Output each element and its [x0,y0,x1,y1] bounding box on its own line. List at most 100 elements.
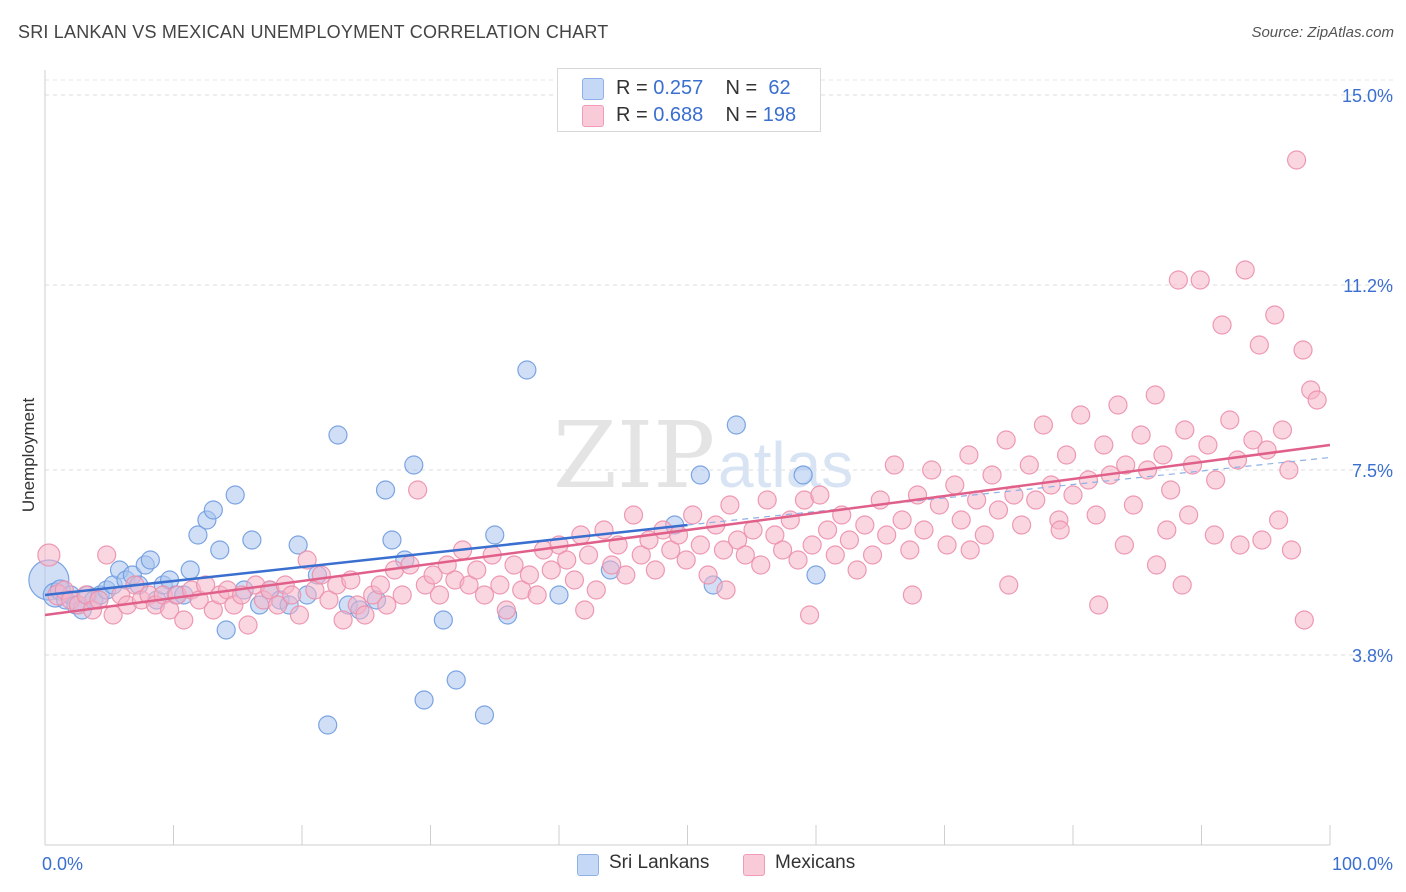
mexican-point [377,595,397,615]
bottom-legend-swatch-sri-lankans [577,854,599,876]
mexican-point [97,545,117,565]
mexican-point [1227,450,1248,470]
mexican-point [1272,420,1293,440]
sri-lankan-point [180,560,200,580]
bottom-legend-label-sri-lankans: Sri Lankans [609,852,710,873]
mexican-point [1026,490,1046,510]
mexican-point [459,575,479,595]
mexican-point [988,500,1009,520]
mexican-point [1252,530,1272,550]
mexican-point [1265,305,1285,325]
mexican-point [504,555,524,575]
mexican-point [1131,425,1151,445]
watermark: ZIP atlas [553,402,853,509]
mexican-point [676,550,696,570]
mexican-point [1204,525,1224,545]
mexican-point [586,580,606,600]
mexican-point [716,580,736,600]
mexican-point [623,505,644,525]
mexican-point [1279,460,1299,480]
sri-lankan-point [203,500,223,520]
mexican-point [1293,340,1313,360]
mexican-point [937,535,957,555]
mexican-point [772,540,793,560]
mexican-point [1243,430,1263,450]
mexican-point [319,590,339,610]
mexican-point [847,560,867,580]
sri-lankan-point [726,415,746,435]
mexican-point [564,570,585,590]
mexican-point [429,585,450,605]
mexican-point [602,555,622,575]
sri-lankan-point [242,530,262,550]
mexican-point [877,525,897,545]
mexican-point [799,605,820,625]
mexican-point [467,560,487,580]
mexican-point [594,520,614,540]
mexican-point [238,615,258,635]
mexican-point [661,540,681,560]
mexican-point [1281,540,1302,560]
legend-swatch-sri-lankans [582,78,604,100]
sri-lankan-point [188,525,208,545]
mexican-point [311,565,331,585]
mexican-point [1230,535,1250,555]
n-value: 62 [762,77,791,99]
mexican-point [960,540,980,560]
mexican-point [333,610,353,630]
mexican-point [735,545,755,565]
mexican-point [1116,455,1136,475]
mexican-point [1071,405,1091,425]
mexican-point [541,560,561,580]
mexican-point [1153,445,1173,465]
mexican-point [996,430,1016,450]
mexican-point [37,543,61,567]
mexican-point [974,525,994,545]
sri-lankan-point [485,525,505,545]
chart-title: SRI LANKAN VS MEXICAN UNEMPLOYMENT CORRE… [18,22,609,42]
mexican-point [668,525,689,545]
sri-lankan-point [225,485,245,505]
mexican-point [527,585,547,605]
mexican-point [1257,440,1277,460]
source-label: Source: ZipAtlas.com [1251,24,1394,41]
sri-lankan-point [433,610,453,630]
r-label: R = [616,104,654,126]
mexicans-trend-line [44,443,1331,617]
sri-lankan-point [216,620,236,640]
sri-lankan-point [328,425,348,445]
sri-lankan-point [806,565,826,585]
y-tick-label: 7.5% [1352,461,1393,481]
sri-lankan-point [793,465,813,485]
sri-lankan-point [382,530,402,550]
mexican-point [728,530,748,550]
mexican-point [1206,470,1226,490]
mexican-point [1033,415,1054,435]
mexican-point [1286,150,1307,170]
mexican-point [355,605,375,625]
mexican-point [1050,520,1070,540]
mexican-point [914,520,934,540]
bottom-legend-label-mexicans: Mexicans [775,852,856,873]
mexican-point [817,520,838,540]
mexican-point [1063,485,1083,505]
sri-lankan-point [288,535,308,555]
mexican-point [1108,395,1128,415]
tick-labels: 3.8% 7.5% 11.2% 15.0% 0.0% 100.0% [42,86,1393,874]
mexican-point [1078,470,1099,490]
mexican-point [855,515,875,535]
mexican-point [720,495,740,515]
mexican-point [1145,385,1165,405]
x-tick-label-start: 0.0% [42,854,83,874]
sri-lankan-point [318,715,338,735]
mexican-point [698,565,718,585]
mexican-point [825,545,845,565]
r-value: 0.257 [653,77,704,99]
mexican-point [1175,420,1195,440]
mexican-point [810,485,830,505]
mexican-point [902,585,922,605]
mexican-point [1011,515,1032,535]
mexican-point [788,550,808,570]
sri-lankans-trend-line [44,523,688,597]
